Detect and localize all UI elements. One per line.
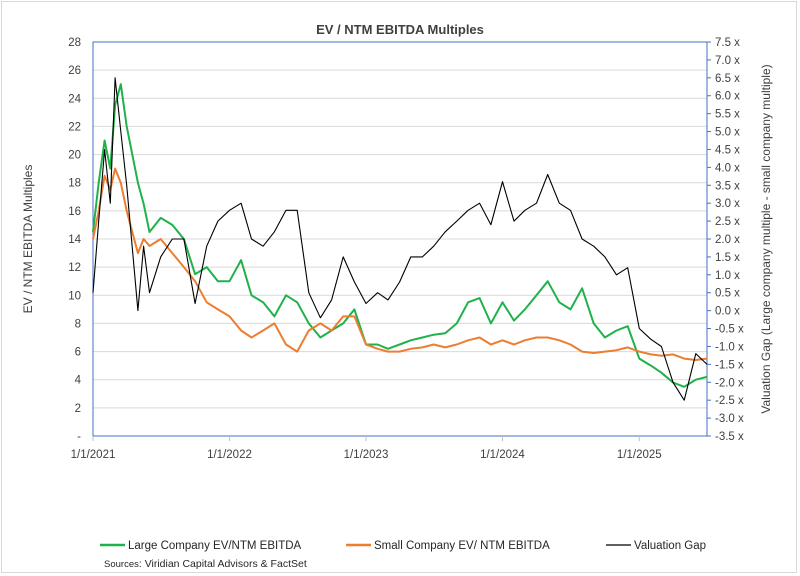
- y-tick-label: 18: [68, 178, 81, 190]
- y2-tick-label: -3.0 x: [715, 413, 744, 425]
- y2-tick-label: -2.5 x: [715, 395, 744, 407]
- y-tick-label: 8: [75, 318, 81, 330]
- x-axis-ticks: 1/1/2021 1/1/2022 1/1/2023 1/1/2024 1/1/2025: [71, 436, 662, 461]
- source-note: Sources: Viridian Capital Advisors & Fac…: [104, 558, 307, 570]
- chart-title: EV / NTM EBITDA Multiples: [316, 22, 484, 37]
- x-tick-label: 1/1/2025: [617, 449, 662, 461]
- y2-tick-label: 3.5 x: [715, 180, 740, 192]
- y-tick-label: 16: [68, 206, 81, 218]
- y2-tick-label: 7.5 x: [715, 37, 740, 49]
- y2-tick-label: 0.5 x: [715, 288, 740, 300]
- x-tick-label: 1/1/2022: [207, 449, 252, 461]
- y2-tick-label: -2.0 x: [715, 377, 744, 389]
- series-line-small: [92, 167, 708, 361]
- y-tick-label: 12: [68, 262, 81, 274]
- x-tick-label: 1/1/2024: [480, 449, 525, 461]
- y-tick-label: 28: [68, 37, 81, 49]
- x-tick-label: 1/1/2021: [71, 449, 116, 461]
- y-tick-label: 22: [68, 121, 81, 133]
- x-tick-label: 1/1/2023: [344, 449, 389, 461]
- y2-tick-label: 6.5 x: [715, 73, 740, 85]
- legend-label-gap: Valuation Gap: [634, 540, 706, 552]
- source-text: : Viridian Capital Advisors & FactSet: [139, 558, 307, 570]
- series-line-gap: [92, 77, 708, 401]
- y2-tick-label: 5.5 x: [715, 109, 740, 121]
- legend-label-large: Large Company EV/NTM EBITDA: [128, 540, 302, 552]
- y-axis-label: EV / NTM EBITDA Multiples: [21, 165, 35, 314]
- y2-tick-label: 3.0 x: [715, 198, 740, 210]
- series-line-large: [92, 83, 708, 388]
- series-lines: [92, 77, 708, 401]
- y2-tick-label: 7.0 x: [715, 55, 740, 67]
- source-prefix: Sources: [104, 559, 139, 570]
- y2-tick-label: 2.0 x: [715, 234, 740, 246]
- y2-tick-label: 6.0 x: [715, 91, 740, 103]
- y2-tick-label: -1.0 x: [715, 341, 744, 353]
- y-tick-label: 20: [68, 150, 81, 162]
- y-tick-label: 10: [68, 290, 81, 302]
- y-tick-label: 14: [68, 234, 81, 246]
- y-tick-label: -: [77, 431, 81, 443]
- y2-tick-label: 4.0 x: [715, 162, 740, 174]
- legend-label-small: Small Company EV/ NTM EBITDA: [374, 540, 550, 552]
- y2-tick-label: 0.0 x: [715, 306, 740, 318]
- grid-lines: [93, 41, 707, 437]
- y2-axis-label: Valuation Gap (Large company multiple - …: [759, 64, 773, 413]
- y2-tick-label: 1.5 x: [715, 252, 740, 264]
- y2-tick-label: 4.5 x: [715, 144, 740, 156]
- y-tick-label: 2: [75, 403, 81, 415]
- y-tick-label: 24: [68, 93, 81, 105]
- legend: Large Company EV/NTM EBITDA Small Compan…: [100, 540, 706, 552]
- y-tick-label: 26: [68, 65, 81, 77]
- y2-axis-ticks: -3.5 x -3.0 x -2.5 x -2.0 x -1.5 x -1.0 x -0.5…: [707, 37, 744, 443]
- y-tick-label: 6: [75, 347, 81, 359]
- y2-tick-label: 2.5 x: [715, 216, 740, 228]
- y2-tick-label: -1.5 x: [715, 359, 744, 371]
- y2-tick-label: -3.5 x: [715, 431, 744, 443]
- y2-tick-label: 5.0 x: [715, 127, 740, 139]
- y-tick-label: 4: [75, 375, 82, 387]
- y2-tick-label: 1.0 x: [715, 270, 740, 282]
- y2-tick-label: -0.5 x: [715, 324, 744, 336]
